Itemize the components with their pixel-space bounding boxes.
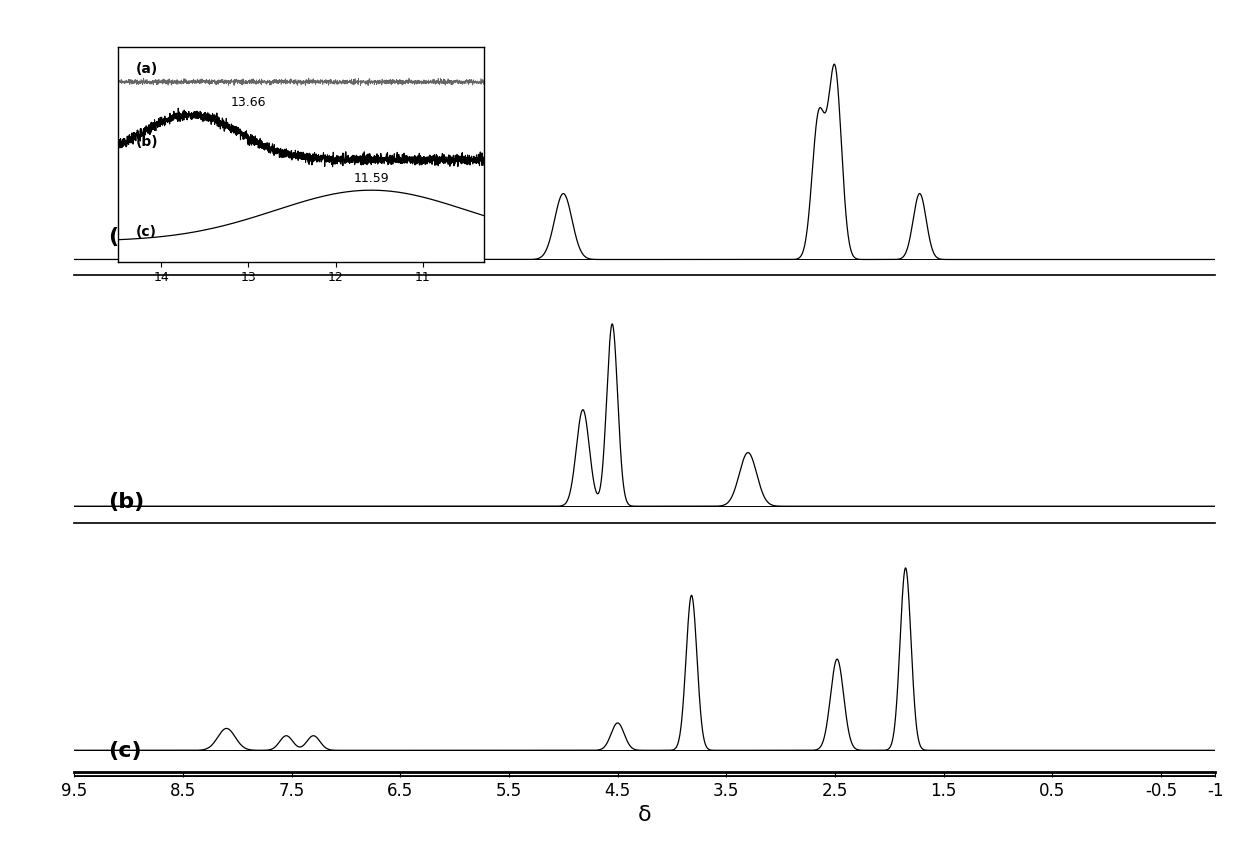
Text: (c): (c) [136, 225, 157, 239]
Text: (a): (a) [109, 227, 144, 247]
Text: (b): (b) [109, 492, 145, 511]
Text: (b): (b) [136, 135, 159, 148]
Text: 11.59: 11.59 [353, 172, 389, 185]
Text: (c): (c) [109, 740, 143, 760]
X-axis label: δ: δ [639, 806, 651, 825]
Text: (a): (a) [136, 62, 159, 76]
Text: 13.66: 13.66 [231, 96, 267, 110]
